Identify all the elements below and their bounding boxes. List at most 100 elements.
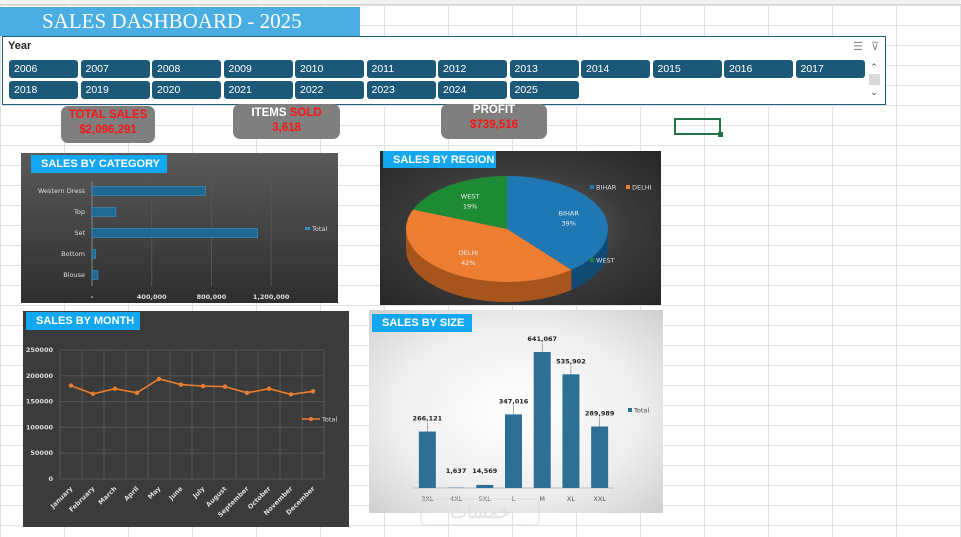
month-x-label: May <box>146 484 163 501</box>
month-series-line <box>70 378 314 396</box>
year-button-2025[interactable]: 2025 <box>509 81 579 99</box>
region-slice <box>413 176 507 229</box>
month-chart-title: SALES BY MONTH <box>26 312 140 330</box>
region-chart-svg: BIHAR 39% DELHI 42% WEST 19% BIHAR DELHI WEST <box>406 176 652 302</box>
region-slice-label: BIHAR <box>559 209 580 217</box>
category-bar <box>91 270 99 280</box>
month-point <box>156 376 162 382</box>
category-legend-label: Total <box>311 225 327 233</box>
kpi-total-sales: TOTAL SALES $2,096,291 <box>61 106 155 143</box>
region-slice-percent: 39% <box>562 219 576 227</box>
month-legend-label: Total <box>321 416 337 424</box>
size-chart-title: SALES BY SIZE <box>372 314 472 332</box>
size-chart-svg: 3XL266,1214XL1,6375XL14,569L347,016M641,… <box>413 335 650 503</box>
month-point <box>68 383 74 388</box>
month-point <box>244 390 250 396</box>
sales-by-month-chart[interactable]: 0 50000 100000 150000 200000 250000 January Feb… <box>23 311 349 527</box>
category-label: Blouse <box>63 271 85 279</box>
region-legend-swatch <box>626 185 630 189</box>
month-y-tick: 50000 <box>30 449 53 457</box>
month-point <box>90 391 96 397</box>
size-legend-label: Total <box>633 407 649 415</box>
category-label: Set <box>74 229 85 237</box>
year-slicer[interactable]: Year ☰ ⊽ 2006 2007 2008 2009 2010 2011 2012 201… <box>2 36 886 105</box>
year-button-2008[interactable]: 2008 <box>152 60 221 78</box>
year-button-2021[interactable]: 2021 <box>223 81 293 99</box>
size-x-label: XXL <box>593 495 606 503</box>
kpi-items-label-white: ITEMS <box>251 107 287 119</box>
year-button-2012[interactable]: 2012 <box>438 60 507 78</box>
kpi-items-label-red: SOLD <box>289 107 322 119</box>
year-button-2015[interactable]: 2015 <box>652 60 722 78</box>
region-legend-swatch <box>590 185 594 189</box>
size-x-label: XL <box>567 495 575 503</box>
size-bar <box>591 426 609 488</box>
region-slice-label: WEST <box>461 193 480 201</box>
size-value-label: 641,067 <box>527 335 557 343</box>
category-bar <box>91 186 206 196</box>
sales-by-size-chart[interactable]: 3XL 266,121 4XL 1,637 5XL 14,569 L 347,016 M 641,… <box>369 310 663 513</box>
year-button-2018[interactable]: 2018 <box>9 81 78 99</box>
size-value-label: 1,637 <box>446 467 467 475</box>
category-chart-title: SALES BY CATEGORY <box>31 155 167 173</box>
region-slice-label: DELHI <box>459 249 479 257</box>
year-button-2023[interactable]: 2023 <box>366 81 436 99</box>
size-bar <box>562 374 580 488</box>
year-button-2024[interactable]: 2024 <box>438 81 507 99</box>
scroll-up-icon[interactable]: ⌃ <box>870 62 878 72</box>
month-y-tick: 200000 <box>26 372 54 380</box>
month-legend-marker <box>309 417 313 421</box>
scroll-thumb[interactable] <box>868 74 880 85</box>
year-button-2022[interactable]: 2022 <box>295 81 364 99</box>
multi-select-icon[interactable]: ☰ <box>853 41 863 53</box>
scroll-down-icon[interactable]: ⌄ <box>870 87 878 97</box>
year-button-2019[interactable]: 2019 <box>80 81 150 99</box>
kpi-profit-value: $739,516 <box>470 119 518 131</box>
region-legend-label: WEST <box>596 257 615 265</box>
year-button-2010[interactable]: 2010 <box>295 60 364 78</box>
size-value-label: 535,902 <box>556 357 586 365</box>
size-bar <box>476 484 494 488</box>
year-button-2007[interactable]: 2007 <box>80 60 150 78</box>
clear-filter-icon[interactable]: ⊽ <box>870 41 879 53</box>
year-button-2009[interactable]: 2009 <box>223 60 293 78</box>
slicer-scrollbar[interactable]: ⌃ ⌄ <box>868 61 880 101</box>
category-x-tick: - <box>91 293 94 301</box>
sales-by-category-chart[interactable]: - 400,000 800,000 1,200,000 Western Dress Top… <box>21 153 338 303</box>
size-bar <box>533 352 551 488</box>
region-slice <box>406 209 572 282</box>
year-button-2016[interactable]: 2016 <box>724 60 793 78</box>
month-chart-svg: 050000100000150000200000250000JanuaryFeb… <box>26 346 338 519</box>
month-point <box>288 392 294 397</box>
region-chart-title: SALES BY REGION <box>383 151 496 168</box>
month-y-tick: 250000 <box>26 346 54 354</box>
month-point <box>266 386 272 391</box>
slicer-title: Year <box>8 40 32 52</box>
category-bar <box>91 228 259 238</box>
month-x-label: July <box>190 484 206 500</box>
month-point <box>200 383 206 389</box>
sales-by-region-chart[interactable]: BIHAR 39% DELHI 42% WEST 19% BIHAR DELHI WEST SA… <box>380 151 661 305</box>
kpi-items-sold-label: ITEMS SOLD <box>233 107 340 119</box>
size-value-label: 289,989 <box>585 409 615 417</box>
kpi-items-sold-value: 3,618 <box>272 122 301 134</box>
year-button-2006[interactable]: 2006 <box>9 60 78 78</box>
category-chart-svg: - 400,000 800,000 1,200,000 Western Dress Top… <box>38 181 327 301</box>
active-cell[interactable] <box>674 118 723 137</box>
size-x-label: M <box>539 495 545 503</box>
year-button-2020[interactable]: 2020 <box>152 81 221 99</box>
region-legend-label: DELHI <box>632 184 652 192</box>
size-value-label: 266,121 <box>413 415 443 423</box>
category-x-tick: 400,000 <box>137 293 167 301</box>
slicer-toolbar: ☰ ⊽ <box>853 40 879 53</box>
year-button-2013[interactable]: 2013 <box>509 60 579 78</box>
month-x-label: June <box>167 484 185 502</box>
column-header-strip <box>0 0 961 5</box>
size-value-label: 14,569 <box>472 467 498 475</box>
year-button-2011[interactable]: 2011 <box>366 60 436 78</box>
size-bar <box>505 414 522 488</box>
year-button-2017[interactable]: 2017 <box>795 60 865 78</box>
category-bar <box>91 207 117 217</box>
year-button-2014[interactable]: 2014 <box>581 60 650 78</box>
kpi-profit-label: PROFIT <box>472 104 516 116</box>
